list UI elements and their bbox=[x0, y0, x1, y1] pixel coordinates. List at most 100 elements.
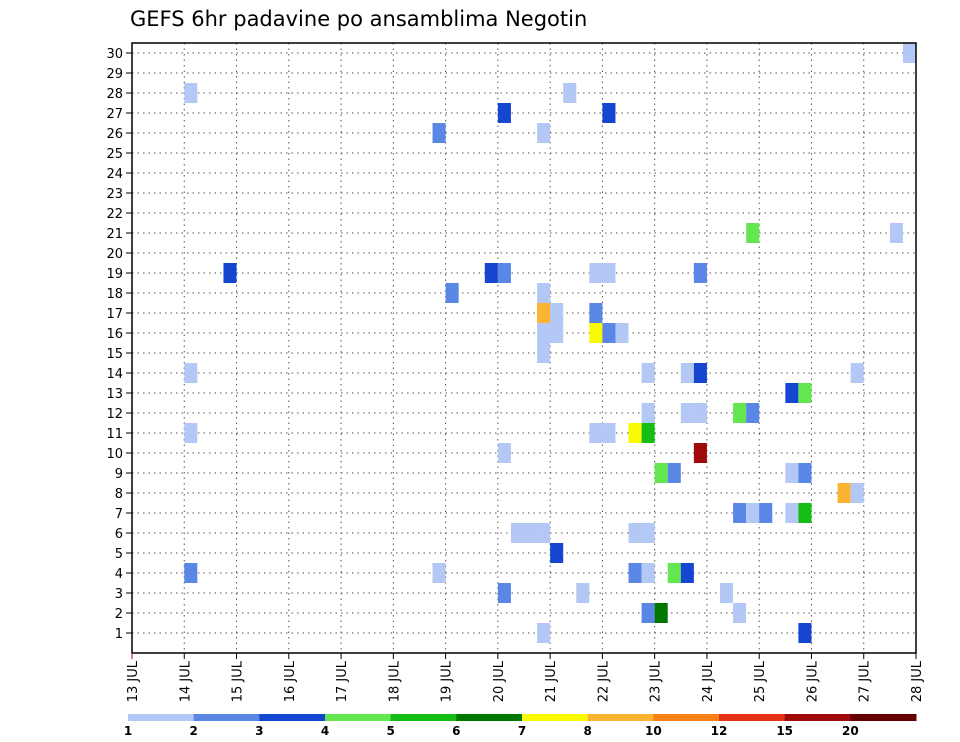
x-tick-label: 14 JUL bbox=[178, 660, 193, 702]
y-tick-label: 24 bbox=[106, 167, 123, 182]
heatmap-cell bbox=[602, 423, 616, 443]
heatmap-cell bbox=[798, 383, 812, 403]
y-tick-label: 3 bbox=[115, 587, 123, 602]
x-tick-label: 22 JUL bbox=[596, 660, 611, 702]
heatmap-cell bbox=[641, 523, 655, 543]
legend-label: 6 bbox=[452, 724, 460, 738]
heatmap-cell bbox=[733, 503, 747, 523]
y-tick-label: 1 bbox=[115, 627, 123, 642]
heatmap-cell bbox=[576, 583, 590, 603]
y-tick-label: 14 bbox=[106, 367, 123, 382]
heatmap-cell bbox=[746, 503, 760, 523]
y-tick-label: 20 bbox=[106, 247, 123, 262]
heatmap-cell bbox=[759, 503, 773, 523]
legend-swatch bbox=[850, 714, 917, 721]
heatmap-cell bbox=[837, 483, 851, 503]
heatmap-cell bbox=[432, 563, 446, 583]
heatmap-cell bbox=[720, 583, 734, 603]
heatmap-cell bbox=[537, 623, 551, 643]
heatmap-cell bbox=[641, 563, 655, 583]
heatmap-cell bbox=[902, 43, 916, 63]
heatmap-cell bbox=[537, 283, 551, 303]
heatmap-cell bbox=[550, 323, 564, 343]
heatmap-cell bbox=[550, 543, 564, 563]
heatmap-cell bbox=[223, 263, 237, 283]
heatmap-cell bbox=[537, 523, 551, 543]
x-tick-label: 27 JUL bbox=[858, 660, 873, 702]
heatmap-cell bbox=[680, 363, 694, 383]
legend-swatch bbox=[193, 714, 260, 721]
legend-swatch bbox=[128, 714, 195, 721]
y-tick-label: 15 bbox=[106, 347, 123, 362]
heatmap-cell bbox=[641, 363, 655, 383]
heatmap-cell bbox=[641, 403, 655, 423]
heatmap-cell bbox=[537, 343, 551, 363]
x-tick-label: 20 JUL bbox=[492, 660, 507, 702]
y-tick-label: 23 bbox=[106, 187, 123, 202]
heatmap-cell bbox=[184, 563, 198, 583]
heatmap-cell bbox=[641, 423, 655, 443]
legend-swatch bbox=[719, 714, 786, 721]
y-tick-label: 8 bbox=[115, 487, 123, 502]
heatmap-cell bbox=[537, 123, 551, 143]
heatmap-cell bbox=[589, 323, 603, 343]
heatmap-cell bbox=[667, 463, 681, 483]
y-tick-label: 19 bbox=[106, 267, 123, 282]
legend-swatch bbox=[587, 714, 654, 721]
heatmap-cell bbox=[850, 483, 864, 503]
heatmap-cell bbox=[680, 563, 694, 583]
x-tick-label: 28 JUL bbox=[910, 660, 925, 702]
heatmap-cell bbox=[733, 403, 747, 423]
legend: 1 2 3 4 5 6 7 8 10 12 15 20 bbox=[124, 714, 917, 738]
y-tick-label: 5 bbox=[115, 547, 123, 562]
heatmap-cell bbox=[602, 263, 616, 283]
chart-title: GEFS 6hr padavine po ansamblima Negotin bbox=[130, 7, 587, 31]
y-tick-label: 12 bbox=[106, 407, 123, 422]
x-tick-label: 18 JUL bbox=[387, 660, 402, 702]
heatmap-cell bbox=[484, 263, 498, 283]
heatmap-cell bbox=[641, 603, 655, 623]
legend-label: 8 bbox=[583, 724, 591, 738]
y-tick-label: 16 bbox=[106, 327, 123, 342]
legend-swatch bbox=[456, 714, 523, 721]
y-tick-label: 18 bbox=[106, 287, 123, 302]
grid-lines bbox=[132, 43, 916, 653]
heatmap-cell bbox=[889, 223, 903, 243]
legend-label: 15 bbox=[776, 724, 793, 738]
legend-label: 3 bbox=[255, 724, 263, 738]
x-tick-label: 17 JUL bbox=[335, 660, 350, 702]
heatmap-cell bbox=[589, 423, 603, 443]
heatmap-cell bbox=[497, 263, 511, 283]
heatmap-cell bbox=[445, 283, 459, 303]
y-tick-label: 4 bbox=[115, 567, 123, 582]
y-tick-label: 21 bbox=[106, 227, 123, 242]
heatmap-cell bbox=[589, 263, 603, 283]
x-tick-label: 15 JUL bbox=[231, 660, 246, 702]
heatmap-cell bbox=[785, 463, 799, 483]
heatmap-cell bbox=[628, 423, 642, 443]
heatmap-cell bbox=[785, 503, 799, 523]
y-tick-label: 27 bbox=[106, 107, 123, 122]
legend-label: 20 bbox=[842, 724, 859, 738]
heatmap-cell bbox=[693, 363, 707, 383]
legend-swatch bbox=[784, 714, 851, 721]
x-tick-label: 21 JUL bbox=[544, 660, 559, 702]
x-tick-label: 19 JUL bbox=[440, 660, 455, 702]
x-tick-label: 13 JUL bbox=[126, 660, 141, 702]
heatmap-cell bbox=[602, 323, 616, 343]
y-tick-label: 11 bbox=[106, 427, 123, 442]
heatmap-cell bbox=[693, 443, 707, 463]
heatmap-cell bbox=[184, 83, 198, 103]
legend-swatch bbox=[522, 714, 589, 721]
heatmap-cell bbox=[184, 423, 198, 443]
heatmap-cell bbox=[563, 83, 577, 103]
x-tick-label: 16 JUL bbox=[283, 660, 298, 702]
legend-swatch bbox=[390, 714, 457, 721]
legend-label: 4 bbox=[321, 724, 329, 738]
heatmap-cell bbox=[693, 263, 707, 283]
y-tick-label: 6 bbox=[115, 527, 123, 542]
heatmap-cell bbox=[798, 463, 812, 483]
heatmap-cell bbox=[497, 583, 511, 603]
plot-frame bbox=[131, 42, 917, 654]
